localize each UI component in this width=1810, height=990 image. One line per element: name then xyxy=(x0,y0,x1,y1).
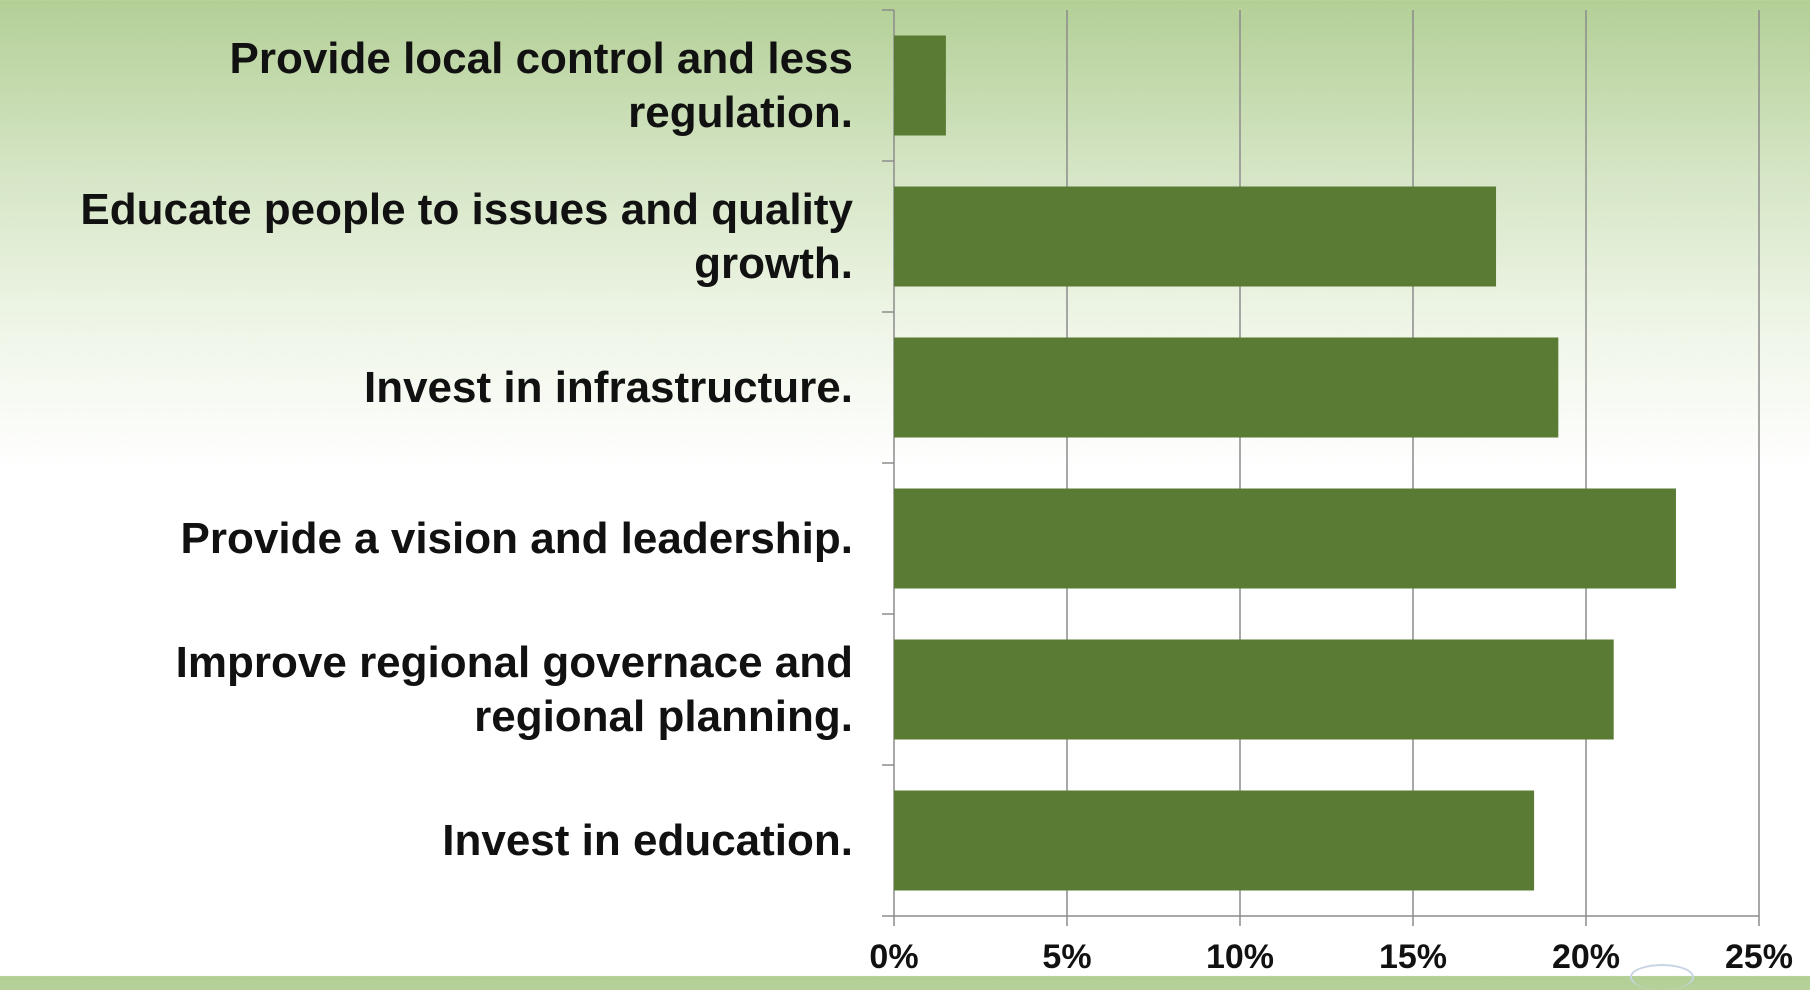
bar xyxy=(894,35,946,136)
decorative-arc xyxy=(1630,964,1694,990)
category-label: Invest in infrastructure. xyxy=(363,362,853,412)
bar xyxy=(894,186,1497,287)
x-tick-label: 5% xyxy=(1042,938,1092,976)
x-tick-label: 25% xyxy=(1724,938,1794,976)
category-label: Invest in education. xyxy=(442,815,853,865)
bar xyxy=(894,639,1614,740)
x-tick-label: 20% xyxy=(1551,938,1621,976)
x-tick-label: 0% xyxy=(869,938,919,976)
category-label: Provide local control and less regulation… xyxy=(229,33,853,137)
category-label: Provide a vision and leadership. xyxy=(180,513,853,563)
bar xyxy=(894,790,1535,891)
category-label: Improve regional governace and regional p… xyxy=(175,637,853,741)
category-label: Educate people to issues and quality grow… xyxy=(80,184,853,288)
x-tick-label: 15% xyxy=(1378,938,1448,976)
x-tick-label: 10% xyxy=(1205,938,1275,976)
bar xyxy=(894,488,1676,589)
bar xyxy=(894,337,1559,438)
